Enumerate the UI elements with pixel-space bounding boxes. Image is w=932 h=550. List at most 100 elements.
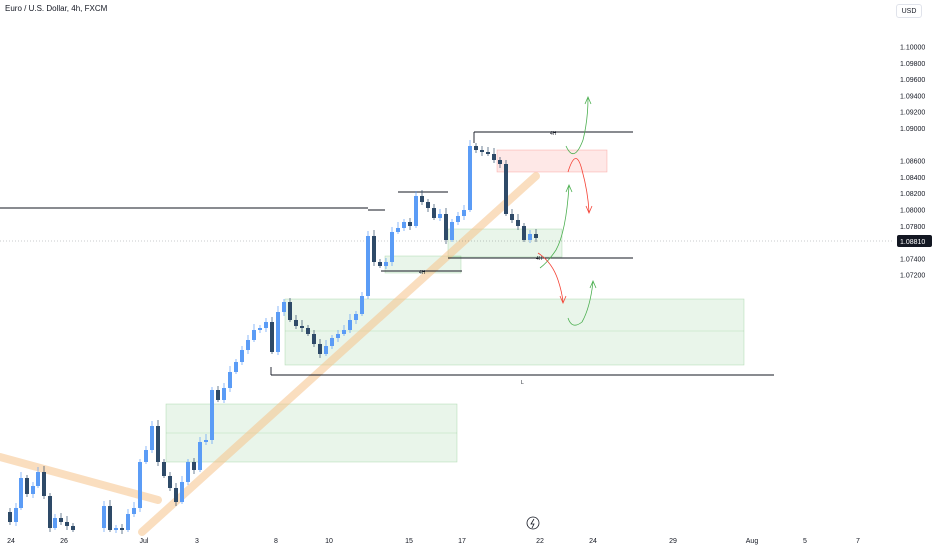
current-price-tag: 1.08810: [897, 235, 932, 247]
date-tick-label: 29: [669, 538, 677, 545]
date-axis[interactable]: 24 26 Jul 3 8 10 15 17 22 24 29 Aug 5 7: [7, 538, 860, 545]
date-tick-label: 22: [536, 538, 544, 545]
date-tick-label: 24: [7, 538, 15, 545]
candle-body: [108, 506, 112, 530]
candle-body: [31, 486, 35, 494]
candle-body: [114, 528, 118, 530]
candle-body: [150, 426, 154, 450]
candle-body: [438, 214, 442, 218]
candle-body: [216, 390, 220, 400]
candle-body: [318, 344, 322, 354]
candle-body: [156, 426, 160, 462]
candle-body: [432, 208, 436, 218]
candle-body: [384, 262, 388, 266]
candle-body: [132, 508, 136, 514]
candle-body: [65, 522, 69, 526]
candle-body: [59, 518, 63, 522]
candle-body: [468, 146, 472, 210]
candle-body: [14, 508, 18, 522]
candle-body: [234, 362, 238, 372]
date-tick-label: 17: [458, 538, 466, 545]
candle-body: [240, 350, 244, 362]
candle-body: [53, 518, 57, 528]
demand-zone-mid: [284, 298, 745, 366]
candle-body: [204, 440, 208, 442]
lightning-icon[interactable]: [526, 516, 540, 530]
price-tick-label: 1.07400: [900, 256, 925, 263]
candle-body: [522, 226, 526, 240]
candle-body: [180, 482, 184, 502]
bear-arrow-mid: [537, 252, 564, 303]
horizontal-levels: [0, 131, 774, 376]
candle-body: [534, 234, 538, 238]
candle-body: [36, 472, 40, 486]
price-tick-label: 1.08400: [900, 175, 925, 182]
candle-body: [408, 222, 412, 226]
label-L: L: [521, 380, 524, 386]
candle-body: [48, 496, 52, 528]
date-tick-label: 15: [405, 538, 413, 545]
trendlines: [0, 172, 540, 536]
candle-body: [228, 372, 232, 388]
candle-body: [126, 514, 130, 530]
candle-body: [264, 322, 268, 328]
candle-body: [450, 222, 454, 240]
projection-arrows: [537, 95, 597, 326]
candle-body: [474, 146, 478, 150]
candle-body: [19, 478, 23, 508]
candle-body: [8, 512, 12, 522]
candle-body: [390, 232, 394, 262]
candle-body: [498, 160, 502, 164]
price-tick-label: 1.10000: [900, 45, 925, 52]
date-tick-label: 10: [325, 538, 333, 545]
demand-zone-low: [165, 403, 458, 463]
date-tick-label: 5: [803, 538, 807, 545]
price-tick-label: 1.09200: [900, 110, 925, 117]
price-tick-label: 1.07800: [900, 224, 925, 231]
candle-body: [492, 154, 496, 160]
candle-body: [300, 326, 304, 328]
candle-body: [138, 462, 142, 508]
date-tick-label: 7: [856, 538, 860, 545]
candle-body: [282, 302, 286, 312]
price-tick-label: 1.08000: [900, 208, 925, 215]
candle-body: [456, 216, 460, 222]
bear-arrow-top: [567, 158, 590, 213]
candle-body: [144, 450, 148, 462]
candle-body: [252, 330, 256, 340]
candle-body: [246, 340, 250, 350]
ascending-trendline: [138, 172, 540, 536]
candle-body: [192, 462, 196, 470]
candle-body: [378, 262, 382, 266]
candle-body: [360, 296, 364, 314]
zone-labels: 4H 4H 4H L: [419, 131, 557, 386]
candle-body: [354, 314, 358, 320]
candle-body: [168, 476, 172, 488]
candle-body: [444, 214, 448, 240]
candle-body: [288, 302, 292, 320]
candle-body: [120, 528, 124, 530]
candle-body: [528, 234, 532, 240]
candle-body: [480, 150, 484, 152]
date-tick-label: Aug: [746, 538, 759, 545]
candle-body: [25, 478, 29, 494]
candle-body: [210, 390, 214, 440]
candle-body: [276, 312, 280, 352]
candle-body: [486, 152, 490, 154]
price-tick-label: 1.08200: [900, 191, 925, 198]
candle-body: [324, 346, 328, 354]
label-4h-low: 4H: [419, 270, 426, 276]
candle-body: [396, 228, 400, 232]
descending-trendline: [0, 453, 162, 504]
chart-title: Euro / U.S. Dollar, 4h, FXCM: [5, 4, 108, 13]
bull-arrow-top: [565, 97, 589, 154]
candle-body: [330, 338, 334, 346]
candle-body: [420, 196, 424, 202]
candle-body: [348, 320, 352, 330]
candle-body: [258, 328, 262, 330]
date-tick-label: 24: [589, 538, 597, 545]
currency-button[interactable]: USD: [896, 4, 922, 18]
candle-body: [222, 388, 226, 400]
